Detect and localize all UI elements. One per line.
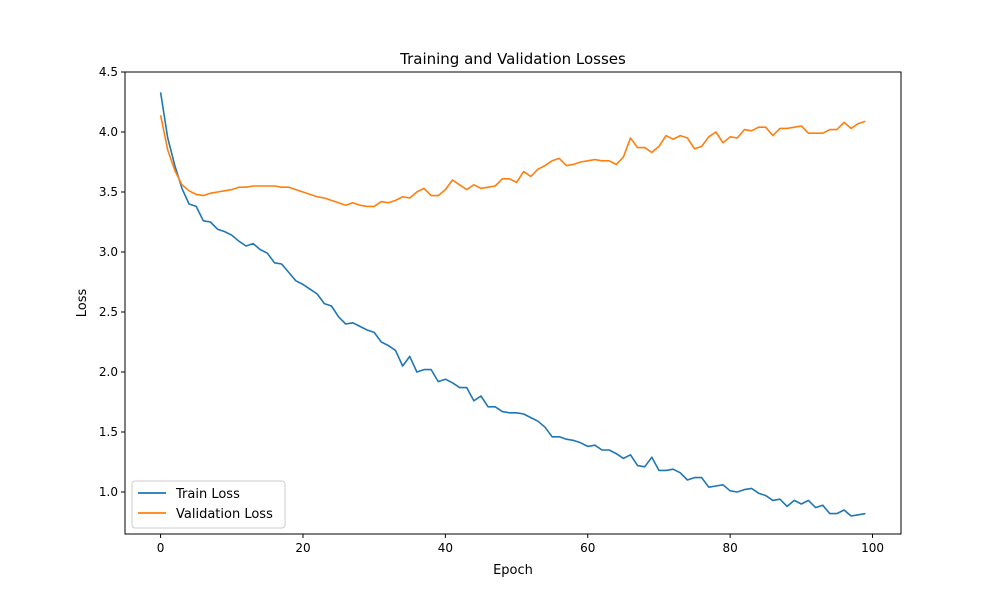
plot-frame [124, 71, 902, 535]
y-tick-label: 4.5 [99, 65, 118, 79]
y-axis-label: Loss [75, 289, 90, 318]
legend-label: Train Loss [175, 487, 240, 502]
x-tick-label: 40 [438, 541, 453, 555]
x-tick-label: 100 [861, 541, 884, 555]
y-tick-label: 3.5 [99, 185, 118, 199]
x-tick-label: 0 [157, 541, 165, 555]
x-axis: 0 20 40 60 80 100 [157, 534, 884, 555]
x-tick-label: 80 [722, 541, 737, 555]
y-tick-label: 1.0 [99, 485, 118, 499]
series-line-train-loss [159, 92, 866, 517]
y-tick-label: 4.0 [99, 125, 118, 139]
y-tick-label: 2.0 [99, 365, 118, 379]
y-tick-label: 1.5 [99, 425, 118, 439]
y-axis: 1.0 1.5 2.0 2.5 3.0 3.5 4.0 4.5 [99, 65, 125, 499]
chart-title: Training and Validation Losses [399, 50, 626, 68]
y-tick-label: 3.0 [99, 245, 118, 259]
series-line-validation-loss [159, 115, 866, 208]
legend: Train Loss Validation Loss [131, 480, 286, 529]
y-tick-label: 2.5 [99, 305, 118, 319]
x-tick-label: 20 [295, 541, 310, 555]
legend-box [131, 480, 286, 529]
x-tick-label: 60 [580, 541, 595, 555]
legend-label: Validation Loss [176, 507, 273, 522]
x-axis-label: Epoch [493, 563, 533, 578]
